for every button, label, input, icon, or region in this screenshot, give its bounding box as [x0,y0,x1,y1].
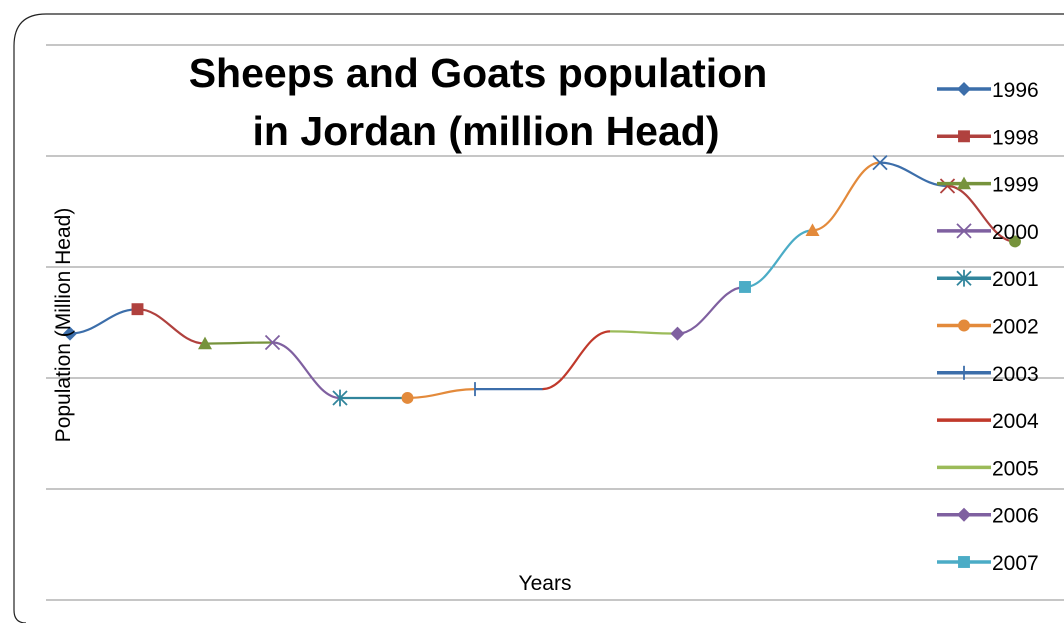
series-line-11 [812,161,881,232]
data-point-marker [198,336,212,350]
series-line-5 [407,388,476,400]
legend-marker-1998 [958,130,970,143]
data-point-marker [739,281,751,293]
legend-label-1998: 1998 [992,126,1039,149]
data-point-marker [401,392,414,404]
legend-label-2001: 2001 [992,268,1039,291]
legend-marker-2002 [958,319,970,332]
data-point-marker [332,389,348,407]
series-line-1 [137,308,206,345]
legend-marker-2000 [956,223,972,239]
data-point-marker [872,155,888,171]
series-line-2 [204,341,273,345]
legend-label-2004: 2004 [992,410,1039,433]
gridlines [46,44,1064,601]
legend: 1996 1998 1999 2000 2001 2002 2003 2004 2005 2006… [937,79,1039,575]
legend-label-2006: 2006 [992,505,1039,528]
legend-label-2000: 2000 [992,221,1039,244]
series-line-3 [272,341,341,400]
data-point-marker [131,303,144,316]
legend-marker-2007 [958,556,970,568]
series-layer [69,161,1016,400]
data-point-marker [264,334,281,351]
legend-label-1999: 1999 [992,174,1039,197]
chart-title-line-2: in Jordan (million Head) [253,108,720,154]
legend-marker-2006 [957,507,971,522]
data-point-marker [1009,235,1021,248]
data-point-marker [670,326,685,341]
series-line-7 [542,330,611,391]
chart-border [13,13,1064,623]
series-line-9 [677,285,746,335]
legend-label-2003: 2003 [992,363,1039,386]
y-axis-label: Population (Million Head) [52,208,75,443]
series-line-8 [609,330,678,335]
chart-title-line-1: Sheeps and Goats population [189,50,768,96]
data-point-marker [63,326,77,341]
series-line-0 [69,308,138,335]
data-point-marker [939,178,956,194]
marker-layer [63,155,1021,407]
legend-marker-1999 [957,176,971,190]
legend-label-2002: 2002 [992,316,1039,339]
legend-label-2005: 2005 [992,457,1039,480]
legend-label-1996: 1996 [992,79,1039,102]
series-line-10 [744,229,813,289]
legend-marker-1996 [957,82,971,96]
series-line-13 [947,184,1016,243]
data-point-marker [805,223,820,236]
x-axis-label: Years [519,572,572,595]
legend-marker-2001 [956,269,972,287]
legend-label-2007: 2007 [992,552,1039,575]
